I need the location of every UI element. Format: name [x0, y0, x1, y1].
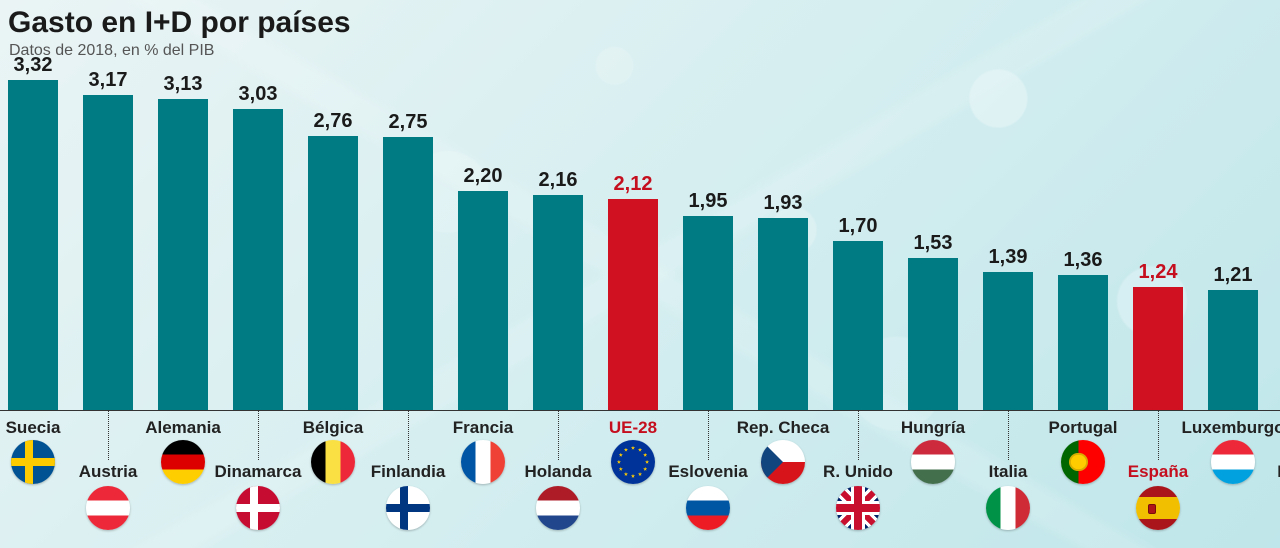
bar-name-label: Portugal: [1013, 418, 1153, 438]
bar-value-label: 1,36: [1043, 249, 1123, 272]
bar-name-label: Holanda: [488, 462, 628, 482]
bar-name-label: Hungría: [863, 418, 1003, 438]
bar-value-label: 1,24: [1118, 261, 1198, 284]
bar-name-label: España: [1088, 462, 1228, 482]
label-connector: [408, 410, 409, 460]
label-connector: [558, 410, 559, 460]
label-connector: [1158, 410, 1159, 460]
bar-name-label: R. Unido: [788, 462, 928, 482]
bar: [683, 216, 733, 410]
label-connector: [858, 410, 859, 460]
bar: [383, 137, 433, 410]
flag-it: [986, 486, 1030, 530]
bar-value-label: 2,76: [293, 110, 373, 133]
bar: [308, 136, 358, 410]
bar-name-label: Italia: [938, 462, 1078, 482]
bar: [458, 191, 508, 410]
bar: [1058, 275, 1108, 410]
label-connector: [708, 410, 709, 460]
bar: [758, 218, 808, 410]
label-connector: [1008, 410, 1009, 460]
bar-value-label: 2,16: [518, 169, 598, 192]
bar-value-label: 3,32: [0, 54, 73, 77]
flag-si: [686, 486, 730, 530]
bar: [908, 258, 958, 410]
bar-value-label: 1,39: [968, 246, 1048, 269]
bar-value-label: 1,70: [818, 215, 898, 238]
bar-name-label: Austria: [38, 462, 178, 482]
flag-dk: [236, 486, 280, 530]
bar-name-label: Polonia: [1238, 462, 1280, 482]
bar-value-label: 3,17: [68, 69, 148, 92]
flag-nl: [536, 486, 580, 530]
bar: [833, 241, 883, 410]
flag-fi: [386, 486, 430, 530]
bar-name-label: Francia: [413, 418, 553, 438]
bar-name-label: Alemania: [113, 418, 253, 438]
bar-value-label: 1,53: [893, 232, 973, 255]
bar: [1208, 290, 1258, 410]
flag-es: [1136, 486, 1180, 530]
bar-value-label: 2,75: [368, 111, 448, 134]
bar-name-label: Luxemburgo: [1163, 418, 1280, 438]
bar-value-label: 3,03: [218, 83, 298, 106]
label-connector: [108, 410, 109, 460]
bar: [158, 99, 208, 410]
bar-value-label: 1,95: [668, 190, 748, 213]
bar: [233, 109, 283, 410]
bar: [608, 199, 658, 410]
bar-name-label: UE-28: [563, 418, 703, 438]
bar-name-label: Dinamarca: [188, 462, 328, 482]
label-connector: [258, 410, 259, 460]
flag-at: [86, 486, 130, 530]
bar: [8, 80, 58, 410]
bar: [1133, 287, 1183, 410]
bar-name-label: Rep. Checa: [713, 418, 853, 438]
chart-title: Gasto en I+D por países: [8, 6, 351, 40]
bar-value-label: 2,20: [443, 165, 523, 188]
bar: [983, 272, 1033, 410]
bar-value-label: 2,12: [593, 173, 673, 196]
flag-gb: [836, 486, 880, 530]
chart-baseline: [0, 410, 1280, 411]
bar: [83, 95, 133, 410]
bar-name-label: Eslovenia: [638, 462, 778, 482]
bar-value-label: 1,21: [1268, 264, 1280, 287]
bar-value-label: 3,13: [143, 73, 223, 96]
bar: [533, 195, 583, 410]
bar-value-label: 1,93: [743, 192, 823, 215]
bar-name-label: Suecia: [0, 418, 103, 438]
bar-name-label: Finlandia: [338, 462, 478, 482]
bar-value-label: 1,21: [1193, 264, 1273, 287]
bar-name-label: Bélgica: [263, 418, 403, 438]
chart-stage: Gasto en I+D por países Datos de 2018, e…: [0, 0, 1280, 548]
